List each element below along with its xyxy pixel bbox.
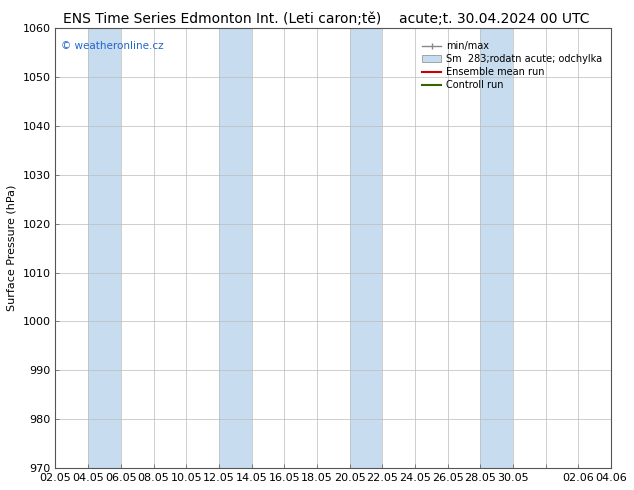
Bar [88,28,121,468]
Legend: min/max, Sm  283;rodatn acute; odchylka, Ensemble mean run, Controll run: min/max, Sm 283;rodatn acute; odchylka, … [418,37,606,94]
Y-axis label: Surface Pressure (hPa): Surface Pressure (hPa) [7,185,17,311]
Text: © weatheronline.cz: © weatheronline.cz [61,41,164,51]
Text: ENS Time Series Edmonton Int. (Leti caron;tě): ENS Time Series Edmonton Int. (Leti caro… [63,12,381,26]
Text: acute;t. 30.04.2024 00 UTC: acute;t. 30.04.2024 00 UTC [399,12,590,26]
Bar [611,28,634,468]
Bar [481,28,513,468]
Bar [350,28,382,468]
Bar [611,28,634,468]
Bar [219,28,252,468]
